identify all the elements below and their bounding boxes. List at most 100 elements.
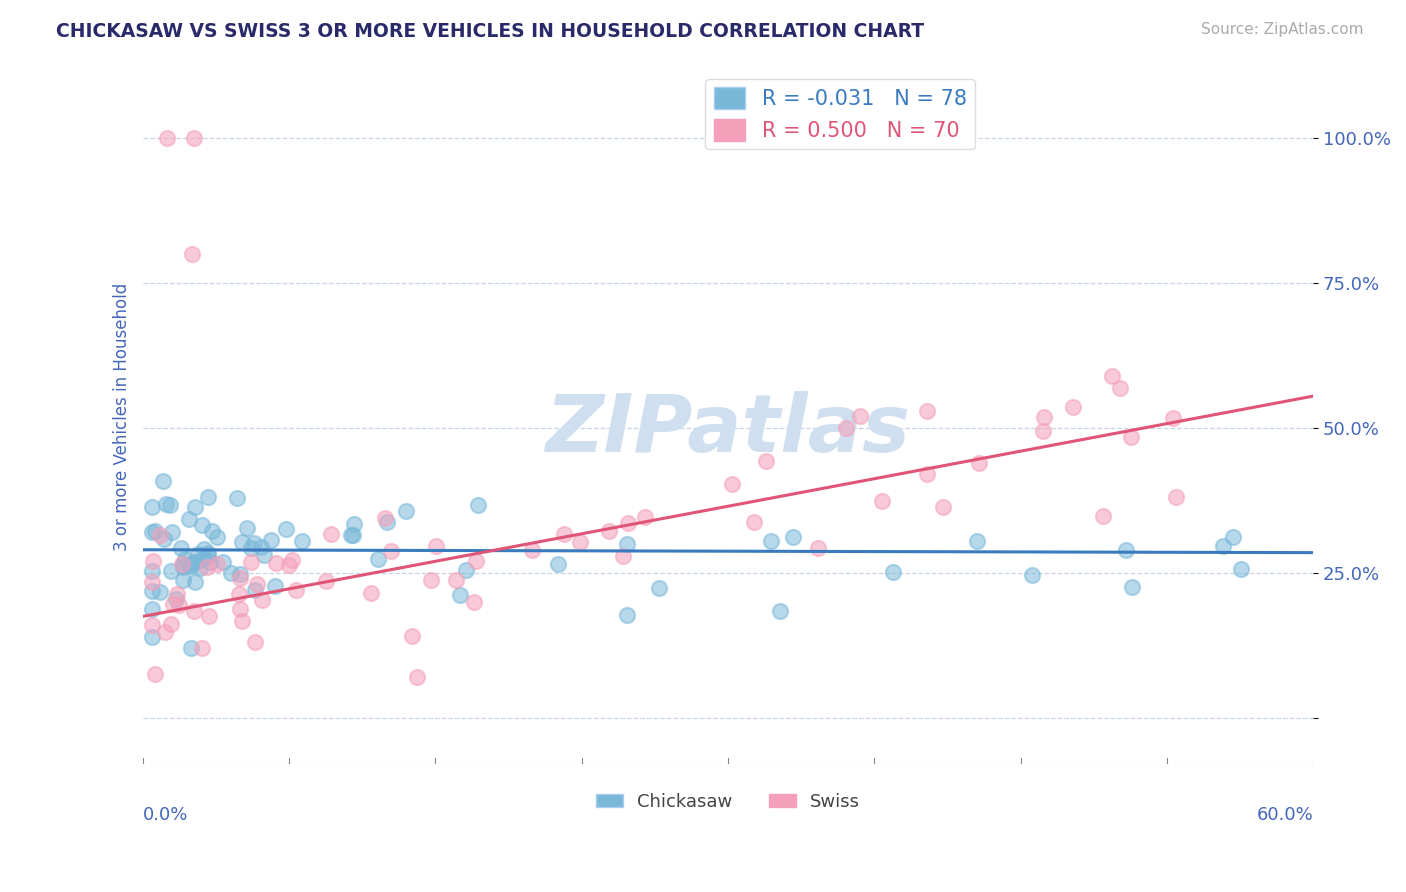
Point	[835, 421, 858, 435]
Point	[156, 131, 179, 145]
Point	[159, 498, 181, 512]
Point	[446, 573, 468, 587]
Point	[141, 583, 163, 598]
Point	[166, 587, 188, 601]
Point	[467, 498, 489, 512]
Point	[374, 511, 396, 525]
Point	[870, 493, 893, 508]
Point	[162, 597, 184, 611]
Point	[465, 554, 488, 568]
Point	[848, 409, 870, 423]
Point	[191, 640, 214, 655]
Point	[172, 560, 194, 574]
Y-axis label: 3 or more Vehicles in Household: 3 or more Vehicles in Household	[114, 282, 131, 550]
Point	[243, 536, 266, 550]
Point	[184, 500, 207, 515]
Point	[454, 563, 477, 577]
Point	[219, 566, 242, 581]
Point	[183, 131, 205, 145]
Point	[1230, 562, 1253, 576]
Point	[152, 533, 174, 547]
Point	[1101, 368, 1123, 383]
Point	[547, 558, 569, 572]
Point	[193, 552, 215, 566]
Point	[181, 247, 204, 261]
Point	[932, 500, 955, 514]
Point	[141, 574, 163, 589]
Point	[721, 477, 744, 491]
Point	[187, 548, 209, 562]
Point	[200, 555, 222, 569]
Point	[160, 564, 183, 578]
Point	[236, 521, 259, 535]
Point	[240, 555, 263, 569]
Point	[155, 497, 177, 511]
Point	[245, 635, 267, 649]
Point	[246, 577, 269, 591]
Point	[1091, 509, 1114, 524]
Point	[195, 560, 218, 574]
Point	[1109, 381, 1132, 395]
Point	[141, 602, 163, 616]
Point	[1115, 542, 1137, 557]
Point	[360, 586, 382, 600]
Point	[1166, 490, 1188, 504]
Point	[761, 533, 783, 548]
Point	[162, 524, 184, 539]
Point	[225, 491, 247, 505]
Point	[188, 560, 211, 574]
Point	[616, 536, 638, 550]
Point	[520, 543, 543, 558]
Point	[553, 526, 575, 541]
Point	[315, 574, 337, 589]
Point	[782, 530, 804, 544]
Point	[173, 551, 195, 566]
Point	[197, 490, 219, 504]
Point	[395, 504, 418, 518]
Point	[179, 512, 201, 526]
Point	[342, 528, 364, 542]
Point	[149, 527, 172, 541]
Point	[281, 552, 304, 566]
Point	[1163, 411, 1185, 425]
Point	[201, 524, 224, 539]
Point	[228, 567, 250, 582]
Point	[264, 556, 287, 570]
Point	[180, 641, 202, 656]
Point	[634, 509, 657, 524]
Point	[167, 598, 190, 612]
Point	[186, 555, 208, 569]
Point	[183, 604, 205, 618]
Point	[1032, 425, 1054, 439]
Point	[143, 667, 166, 681]
Text: CHICKASAW VS SWISS 3 OR MORE VEHICLES IN HOUSEHOLD CORRELATION CHART: CHICKASAW VS SWISS 3 OR MORE VEHICLES IN…	[56, 22, 924, 41]
Point	[231, 614, 253, 628]
Point	[240, 541, 263, 556]
Text: 60.0%: 60.0%	[1257, 806, 1313, 824]
Point	[967, 456, 990, 470]
Point	[153, 624, 176, 639]
Point	[380, 543, 402, 558]
Point	[915, 467, 938, 481]
Point	[229, 571, 252, 585]
Text: 0.0%: 0.0%	[142, 806, 188, 824]
Point	[807, 541, 830, 555]
Text: Source: ZipAtlas.com: Source: ZipAtlas.com	[1201, 22, 1364, 37]
Point	[250, 540, 273, 554]
Point	[377, 515, 399, 529]
Point	[617, 516, 640, 531]
Point	[212, 555, 235, 569]
Point	[253, 548, 276, 562]
Point	[142, 554, 165, 568]
Legend: Chickasaw, Swiss: Chickasaw, Swiss	[589, 786, 868, 818]
Point	[205, 530, 228, 544]
Point	[367, 552, 389, 566]
Point	[231, 535, 253, 549]
Point	[260, 533, 283, 548]
Point	[179, 558, 201, 573]
Point	[1222, 530, 1244, 544]
Point	[165, 591, 187, 606]
Point	[598, 524, 620, 538]
Point	[612, 549, 634, 563]
Point	[197, 548, 219, 562]
